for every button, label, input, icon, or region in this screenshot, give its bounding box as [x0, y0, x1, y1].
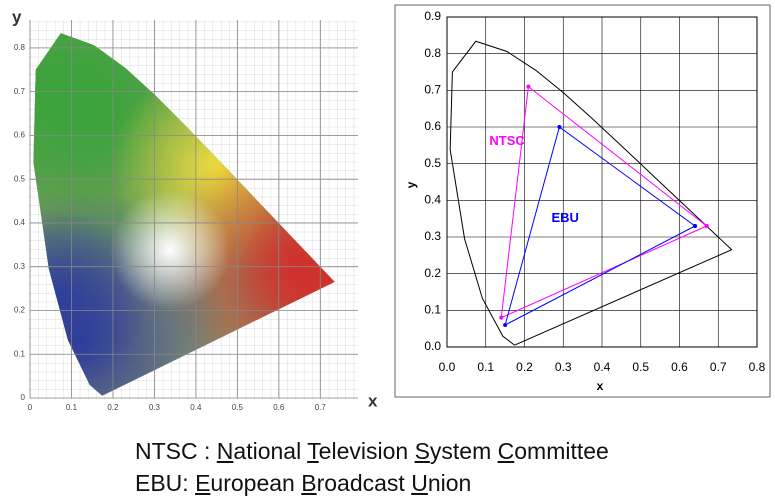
y-tick-label: 0.1: [14, 349, 26, 358]
y-tick-label: 0.7: [424, 83, 441, 97]
x-axis-label: x: [597, 379, 604, 393]
y-tick-label: 0.1: [424, 303, 441, 317]
y-axis-label: y: [12, 7, 22, 26]
x-tick-label: 0.5: [632, 360, 649, 374]
x-tick-label: 0.7: [710, 360, 727, 374]
y-tick-label: 0.5: [424, 156, 441, 170]
y-tick-label: 0.9: [424, 9, 441, 23]
series-label: EBU: [551, 210, 578, 225]
footer-line: EBU: European Broadcast Union: [135, 470, 472, 496]
x-tick-label: 0.6: [273, 403, 285, 412]
x-tick-label: 0.2: [516, 360, 533, 374]
y-tick-label: 0.8: [424, 46, 441, 60]
vertex: [526, 84, 531, 89]
series-label: NTSC: [489, 133, 525, 148]
vertex: [503, 323, 508, 327]
x-tick-label: 0.4: [594, 360, 611, 374]
y-tick-label: 0.5: [14, 174, 26, 183]
x-tick-label: 0.8: [749, 360, 766, 374]
y-tick-label: 0.6: [14, 131, 26, 140]
vertex: [557, 125, 562, 129]
y-tick-label: 0.4: [14, 218, 26, 227]
x-tick-label: 0.3: [555, 360, 572, 374]
x-tick-label: 0.1: [66, 403, 78, 412]
series-line: [449, 40, 733, 346]
y-tick-label: 0.3: [14, 262, 26, 271]
series-line: [500, 85, 707, 319]
x-tick-label: 0.0: [439, 360, 456, 374]
y-tick-label: 0.2: [14, 306, 26, 315]
y-tick-label: 0.2: [424, 266, 441, 280]
x-tick-label: 0.1: [477, 360, 494, 374]
charts: x y x y 0 0.1 0.2 0.3 0.4 0.5 0.6 0.7 0 0.1 0.2 0.3…: [12, 4, 771, 412]
y-axis-label: y: [404, 181, 418, 188]
x-tick-label: 0.6: [671, 360, 688, 374]
vertex: [704, 224, 709, 228]
y-tick-label: 0.4: [424, 193, 441, 207]
plot-area: [446, 16, 758, 348]
x-tick-label: 0.7: [315, 403, 327, 412]
y-tick-label: 0.6: [424, 119, 441, 133]
x-tick-label: 0.2: [107, 403, 119, 412]
y-tick-label: 0: [21, 393, 26, 402]
x-tick-label: 0.3: [149, 403, 161, 412]
x-tick-label: 0.5: [232, 403, 244, 412]
y-tick-label: 0.0: [424, 339, 441, 353]
chart-frame: [394, 4, 771, 398]
y-tick-label: 0.7: [14, 87, 26, 96]
footer-line: NTSC : National Television System Commit…: [135, 438, 609, 464]
series-line: [504, 126, 696, 326]
vertex: [499, 315, 504, 320]
x-axis-label: x: [368, 391, 378, 410]
y-tick-label: 0.3: [424, 229, 441, 243]
y-tick-label: 0.8: [14, 43, 26, 52]
x-tick-label: 0: [28, 403, 33, 412]
x-tick-label: 0.4: [190, 403, 202, 412]
vertex: [693, 224, 697, 228]
